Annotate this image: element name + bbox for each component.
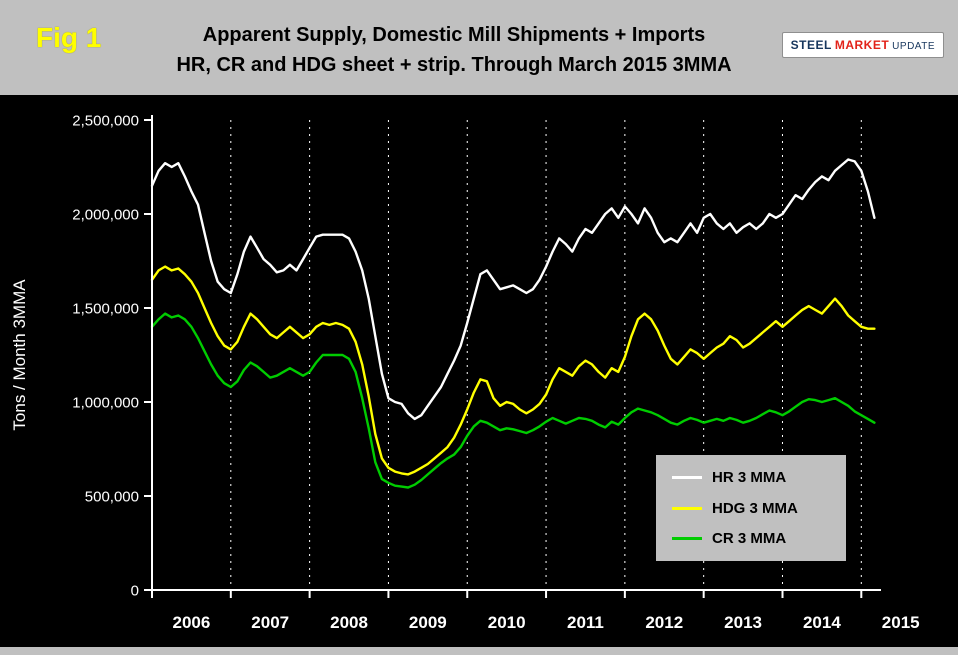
axes <box>144 115 881 598</box>
logo-word-steel: STEEL <box>790 38 832 52</box>
legend-item-cr: CR 3 MMA <box>672 530 846 547</box>
legend-label-cr: CR 3 MMA <box>712 530 787 548</box>
x-year-label: 2006 <box>172 613 210 632</box>
chart-title: Apparent Supply, Domestic Mill Shipments… <box>120 20 788 80</box>
y-tick-label: 1,000,000 <box>72 395 139 412</box>
legend-item-hdg: HDG 3 MMA <box>672 500 846 517</box>
series-line-hr <box>150 158 876 421</box>
figure-label: Fig 1 <box>36 22 102 53</box>
bottom-strip <box>0 647 958 655</box>
year-gridlines <box>230 120 862 590</box>
legend-item-hr: HR 3 MMA <box>672 469 846 486</box>
series-lines <box>150 158 876 489</box>
legend-label-hdg: HDG 3 MMA <box>712 499 798 517</box>
tick-labels: 0 500,000 1,000,000 1,500,000 2,000,000 2,500… <box>72 113 919 633</box>
x-year-label: 2010 <box>488 613 526 632</box>
legend: HR 3 MMA HDG 3 MMA CR 3 MMA <box>656 455 846 561</box>
y-tick-label: 500,000 <box>85 489 139 506</box>
x-year-label: 2009 <box>409 613 447 632</box>
legend-swatch-hr <box>672 475 702 479</box>
x-year-label: 2007 <box>251 613 289 632</box>
x-year-label: 2012 <box>645 613 683 632</box>
logo-word-market: MARKET <box>834 38 890 52</box>
logo-word-update: UPDATE <box>892 41 935 52</box>
y-tick-label: 2,500,000 <box>72 113 139 130</box>
y-tick-label: 2,000,000 <box>72 207 139 224</box>
y-tick-label: 1,500,000 <box>72 301 139 318</box>
y-tick-label: 0 <box>131 583 139 600</box>
x-year-label: 2015 <box>882 613 920 632</box>
x-year-label: 2014 <box>803 613 841 632</box>
series-line-hdg <box>150 265 876 476</box>
x-year-label: 2013 <box>724 613 762 632</box>
steel-market-update-logo: STEEL MARKET UPDATE <box>781 32 944 58</box>
chart-title-line1: Apparent Supply, Domestic Mill Shipments… <box>202 24 706 46</box>
legend-swatch-hdg <box>672 506 702 510</box>
chart-plot: 0 500,000 1,000,000 1,500,000 2,000,000 2,500… <box>72 113 919 633</box>
x-year-label: 2011 <box>567 613 604 632</box>
legend-swatch-cr <box>672 537 702 541</box>
chart-title-line2: HR, CR and HDG sheet + strip. Through Ma… <box>176 54 732 76</box>
series-line-cr <box>150 312 876 489</box>
x-year-label: 2008 <box>330 613 368 632</box>
chart-header: Fig 1 Apparent Supply, Domestic Mill Shi… <box>0 0 958 95</box>
legend-label-hr: HR 3 MMA <box>712 468 787 486</box>
